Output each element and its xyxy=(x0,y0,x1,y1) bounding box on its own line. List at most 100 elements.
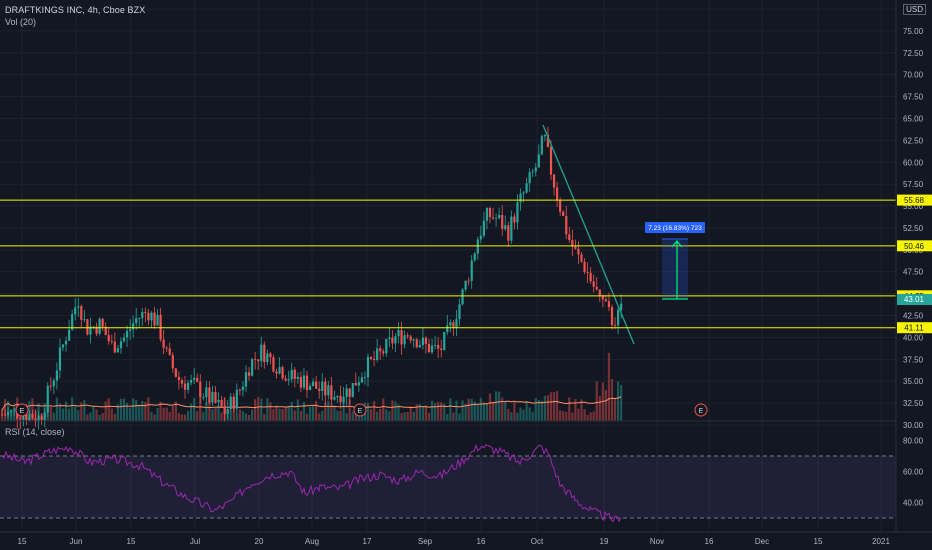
volume-bar xyxy=(129,407,132,421)
candle-body xyxy=(55,370,58,381)
earnings-marker[interactable]: E xyxy=(15,403,29,417)
candle-body xyxy=(382,351,385,354)
price-tick-label: 37.50 xyxy=(903,355,924,364)
volume-bar xyxy=(488,393,492,421)
candle-body xyxy=(537,154,540,168)
candle-body xyxy=(71,314,74,330)
candle-body xyxy=(342,396,345,403)
candle-body xyxy=(31,413,34,419)
volume-bar xyxy=(168,412,171,421)
time-tick-label: Sep xyxy=(418,537,433,546)
time-tick-label: Jun xyxy=(70,537,83,546)
symbol-title[interactable]: DRAFTKINGS INC, 4h, Cboe BZX xyxy=(5,5,146,15)
volume-bar xyxy=(409,406,412,421)
candle-body xyxy=(186,382,190,390)
rsi-tick-label: 60.00 xyxy=(903,468,924,477)
volume-bar xyxy=(369,409,373,421)
candle-body xyxy=(159,314,162,340)
earnings-marker[interactable]: E xyxy=(353,403,367,417)
volume-bar xyxy=(556,391,559,421)
volume-bar xyxy=(592,411,595,421)
rsi-band xyxy=(0,456,896,518)
volume-bar xyxy=(516,412,519,421)
volume-bar xyxy=(470,398,473,421)
candle-body xyxy=(568,234,571,241)
volume-bar xyxy=(77,410,80,421)
volume-bar xyxy=(153,414,156,421)
volume-bar xyxy=(229,410,232,421)
candle-body xyxy=(141,312,144,319)
candle-body xyxy=(312,381,315,387)
candle-body xyxy=(144,312,147,313)
candle-body xyxy=(302,375,306,388)
candle-body xyxy=(427,343,431,353)
volume-bar xyxy=(321,410,324,421)
volume-bar xyxy=(574,399,577,421)
volume-bar xyxy=(296,399,299,421)
volume-bar xyxy=(68,408,71,421)
volume-bar xyxy=(138,405,141,421)
price-range-measure[interactable]: 7.23 (16.83%) 723 xyxy=(645,222,705,300)
earnings-marker[interactable]: E xyxy=(694,403,708,417)
candle-body xyxy=(74,307,77,315)
volume-bar xyxy=(55,397,58,421)
candle-body xyxy=(49,385,52,387)
candle-body xyxy=(610,307,614,326)
volume-bar xyxy=(476,404,479,421)
candle-body xyxy=(357,382,360,386)
candle-body xyxy=(315,381,318,389)
time-axis[interactable]: 15 Jun 15 Jul 20 Aug 17 Sep 16 Oct 19 Nov 16 Dec 15 202… xyxy=(18,537,891,546)
time-tick-label: 15 xyxy=(814,537,823,546)
candle-body xyxy=(226,409,229,414)
candle-body xyxy=(238,389,241,391)
candle-body xyxy=(495,218,498,219)
horizontal-levels[interactable] xyxy=(0,199,896,329)
volume-bar xyxy=(171,405,174,421)
volume-bar xyxy=(607,353,611,421)
rsi-indicator-label[interactable]: RSI (14, close) xyxy=(5,427,65,437)
time-tick-label: 17 xyxy=(363,537,372,546)
volume-bar xyxy=(31,398,34,421)
volume-bar xyxy=(327,400,330,421)
candle-body xyxy=(400,329,403,345)
candle-body xyxy=(580,254,583,262)
candle-body xyxy=(43,412,46,420)
candle-body xyxy=(251,359,254,376)
volume-bar xyxy=(391,400,394,421)
currency-label[interactable]: USD xyxy=(903,4,926,15)
volume-bar xyxy=(510,412,513,421)
candle-body xyxy=(336,395,339,398)
candle-body xyxy=(348,388,351,398)
volume-bar xyxy=(528,407,531,421)
time-tick-label: 15 xyxy=(18,537,27,546)
candle-body xyxy=(379,348,382,352)
price-axis[interactable]: 77.5075.0072.5070.0067.5065.0062.5060.00… xyxy=(903,5,924,430)
volume-bar xyxy=(406,412,409,421)
volume-bar xyxy=(132,398,135,421)
price-tick-label: 52.50 xyxy=(903,224,924,233)
volume-indicator-label[interactable]: Vol (20) xyxy=(5,17,37,27)
volume-bar xyxy=(543,395,546,421)
candle-body xyxy=(7,411,10,416)
volume-bar xyxy=(71,397,74,421)
price-tick-label: 32.50 xyxy=(903,399,924,408)
volume-bar xyxy=(424,405,428,421)
trendline[interactable] xyxy=(542,124,635,345)
volume-bar xyxy=(92,406,95,421)
volume-bar xyxy=(110,408,113,421)
volume-bar xyxy=(397,404,400,421)
rsi-axis[interactable]: 80.00 60.00 40.00 xyxy=(903,437,924,508)
price-tick-label: 65.00 xyxy=(903,114,924,123)
volume-bar xyxy=(495,391,498,421)
time-tick-label: Aug xyxy=(305,537,319,546)
candle-body xyxy=(534,167,537,172)
candle-body xyxy=(107,335,110,342)
candle-body xyxy=(351,382,354,398)
candle-body xyxy=(565,216,568,235)
candle-body xyxy=(156,314,159,326)
rsi-line xyxy=(1,443,622,523)
candle-body xyxy=(165,347,168,349)
candle-body xyxy=(391,337,394,344)
candle-body xyxy=(330,385,333,400)
